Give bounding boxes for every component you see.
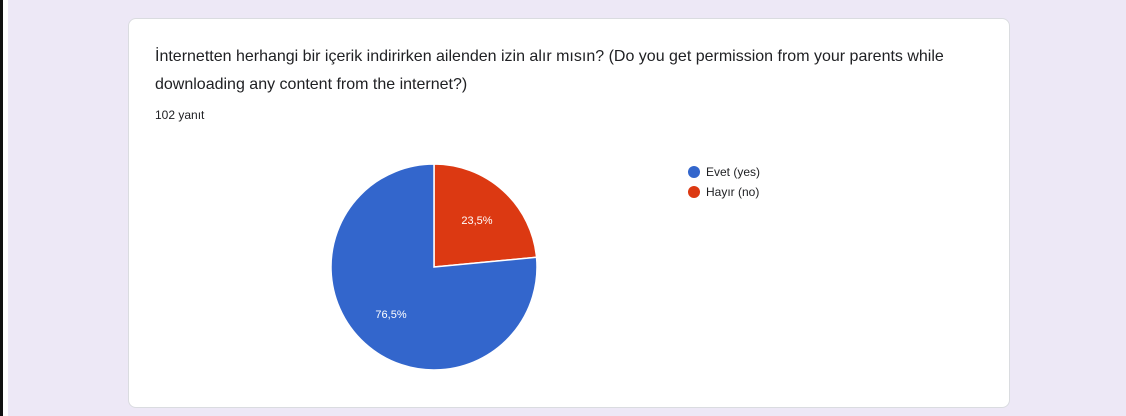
question-title: İnternetten herhangi bir içerik indirirk… [155,48,944,93]
response-count: 102 yanıt [155,108,205,122]
pie-chart: 23,5% 76,5% [330,163,538,371]
legend-swatch-yes [688,166,700,178]
pie-slices [330,163,538,371]
legend-item-no[interactable]: Hayır (no) [688,182,760,202]
pie-slice-yes[interactable] [330,163,538,371]
pie-label-yes: 76,5% [375,309,406,321]
question-card: İnternetten herhangi bir içerik indirirk… [128,18,1010,408]
legend-label-yes: Evet (yes) [706,165,761,179]
chart-legend: Evet (yes) Hayır (no) [688,162,760,202]
pie-labels: 23,5% 76,5% [375,215,492,321]
legend-swatch-no [688,186,700,198]
legend-label-no: Hayır (no) [706,185,760,199]
left-border [0,0,3,416]
legend-item-yes[interactable]: Evet (yes) [688,162,760,182]
pie-label-no: 23,5% [461,215,492,227]
pie-slice-no[interactable] [433,163,538,268]
